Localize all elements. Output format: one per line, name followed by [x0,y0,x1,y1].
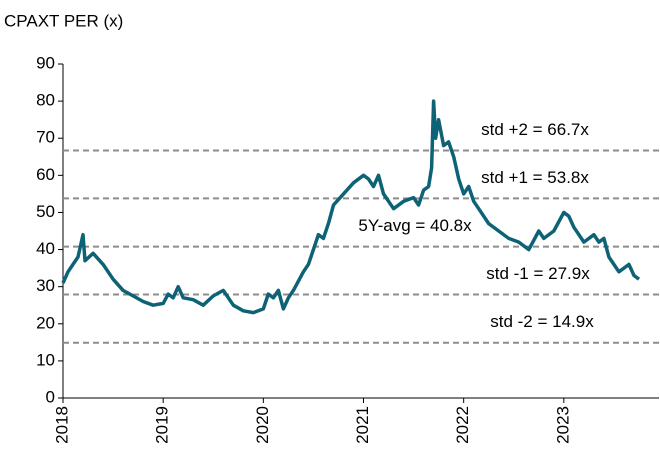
reference-label: std +1 = 53.8x [481,168,589,187]
y-tick-label: 10 [36,350,55,369]
x-tick-label: 2022 [453,406,472,444]
y-tick-label: 60 [36,165,55,184]
y-tick-label: 20 [36,313,55,332]
reference-label: std -1 = 27.9x [486,264,590,283]
y-tick-label: 50 [36,202,55,221]
reference-label: std -2 = 14.9x [490,312,594,331]
y-tick-label: 70 [36,128,55,147]
x-tick-label: 2023 [553,406,572,444]
y-tick-label: 30 [36,276,55,295]
reference-label: std +2 = 66.7x [481,120,589,139]
x-tick-label: 2019 [153,406,172,444]
x-tick-label: 2021 [353,406,372,444]
series-line [61,99,641,315]
reference-label: 5Y-avg = 40.8x [358,216,472,235]
y-tick-label: 40 [36,239,55,258]
x-tick-label: 2020 [253,406,272,444]
chart-title: CPAXT PER (x) [4,11,123,30]
y-tick-label: 90 [36,53,55,72]
y-tick-label: 80 [36,91,55,110]
y-tick-label: 0 [46,387,55,406]
x-tick-label: 2018 [52,406,71,444]
